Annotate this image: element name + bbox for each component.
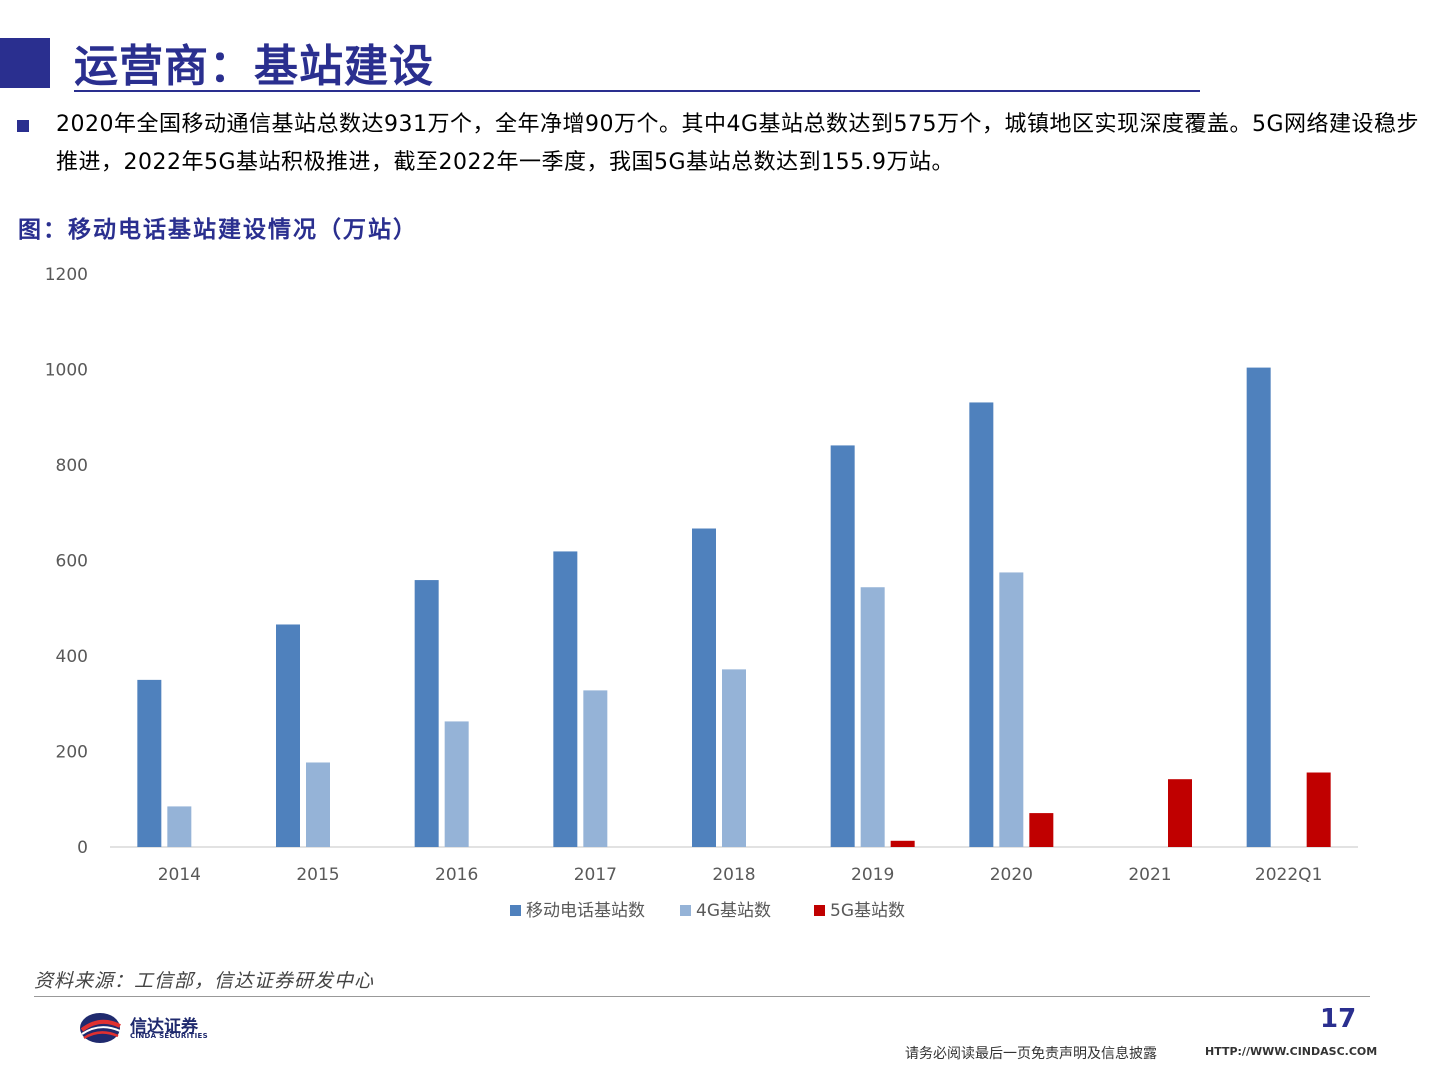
company-english-name: CINDA SECURITIES	[130, 1032, 208, 1040]
bar-2019-series-1	[830, 445, 855, 847]
company-name: 信达证券	[130, 1017, 198, 1037]
bar-2014-series-1	[137, 679, 162, 847]
x-axis-ticks: 2014 2015 2016 2017 2018 2019 2020 2021 2022Q1	[158, 865, 1323, 885]
bar-2016-series-2	[444, 721, 469, 847]
title-divider	[74, 90, 1200, 92]
footer-divider	[34, 996, 1370, 997]
legend-swatch	[510, 905, 521, 916]
bar-2020-series-2	[999, 572, 1024, 847]
disclaimer-text: 请务必阅读最后一页免责声明及信息披露	[905, 1046, 1157, 1062]
y-axis-ticks: 0 200 400 600 800 1000 1200	[45, 265, 88, 858]
x-tick-label: 2018	[712, 865, 755, 885]
bar-2020-series-3	[1029, 813, 1054, 847]
y-tick-label: 600	[56, 552, 88, 572]
y-tick-label: 1200	[45, 265, 88, 285]
cinda-logo-icon	[80, 1013, 121, 1043]
figure-title: 图：移动电话基站建设情况（万站）	[18, 217, 418, 243]
x-tick-label: 2019	[851, 865, 894, 885]
bar-2017-series-2	[583, 690, 608, 847]
bar-2018-series-1	[692, 528, 716, 847]
bar-2016-series-1	[414, 580, 439, 847]
bar-2015-series-2	[306, 762, 330, 847]
legend-swatch	[680, 905, 691, 916]
x-tick-label: 2020	[990, 865, 1033, 885]
website-link[interactable]: HTTP://WWW.CINDASC.COM	[1205, 1045, 1378, 1058]
x-tick-label: 2022Q1	[1255, 865, 1322, 885]
bar-2017-series-1	[553, 551, 578, 847]
x-tick-label: 2015	[296, 865, 339, 885]
legend-label: 移动电话基站数	[526, 901, 645, 921]
y-tick-label: 200	[56, 743, 88, 763]
y-tick-label: 0	[77, 838, 88, 858]
legend-label: 5G基站数	[830, 901, 905, 921]
summary-paragraph: 2020年全国移动通信基站总数达931万个，全年净增90万个。其中4G基站总数达…	[56, 112, 1420, 175]
x-tick-label: 2014	[158, 865, 201, 885]
page-title: 运营商：基站建设	[74, 41, 434, 92]
chart-legend: 移动电话基站数 4G基站数 5G基站数	[510, 901, 905, 921]
y-tick-label: 400	[56, 647, 88, 667]
x-tick-label: 2017	[574, 865, 617, 885]
bar-2020-series-1	[969, 402, 994, 847]
x-tick-label: 2021	[1128, 865, 1171, 885]
source-note: 资料来源：工信部，信达证券研发中心	[34, 970, 375, 992]
x-tick-label: 2016	[435, 865, 478, 885]
title-accent-block	[0, 38, 50, 88]
y-tick-label: 800	[56, 456, 88, 476]
legend-label: 4G基站数	[696, 901, 771, 921]
bar-2019-series-2	[860, 587, 885, 847]
legend-swatch	[814, 905, 825, 916]
bar-2021-series-3	[1168, 779, 1192, 847]
page-number: 17	[1320, 1004, 1357, 1034]
bar-2022Q1-series-3	[1306, 772, 1331, 847]
bar-2019-series-3	[890, 840, 915, 847]
bar-group	[137, 367, 1331, 847]
bar-2022Q1-series-1	[1246, 367, 1271, 847]
bar-2014-series-2	[167, 806, 192, 847]
bar-2018-series-2	[722, 669, 746, 847]
y-tick-label: 1000	[45, 361, 88, 381]
bullet-square-icon	[17, 120, 29, 132]
bar-2015-series-1	[276, 624, 300, 847]
